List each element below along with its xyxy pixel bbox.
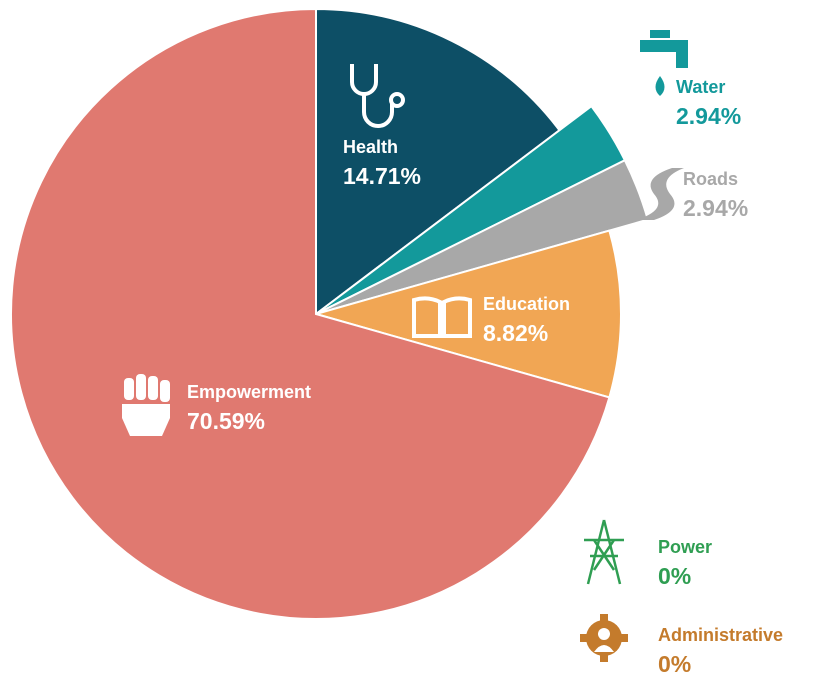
- slice-name: Roads: [683, 169, 738, 189]
- slice: [10, 7, 611, 620]
- slice-value: 70.59%: [187, 408, 265, 434]
- slice-name: Empowerment: [187, 382, 311, 402]
- slice-value: 2.94%: [676, 103, 741, 129]
- power-icon: [584, 519, 624, 585]
- slice-value: 8.82%: [483, 320, 548, 346]
- roads-icon: [636, 168, 684, 220]
- slice-name: Administrative: [658, 625, 783, 645]
- administrative-icon: [580, 614, 628, 662]
- education-icon: [412, 296, 472, 338]
- pie: [10, 7, 650, 620]
- slice-value: 2.94%: [683, 195, 748, 221]
- icons: [122, 30, 688, 662]
- health-icon: [350, 64, 405, 128]
- slice-name: Water: [676, 77, 725, 97]
- slice-name: Education: [483, 294, 570, 314]
- empowerment-icon: [122, 374, 170, 436]
- slice-value: 14.71%: [343, 163, 421, 189]
- slice-value: 0%: [658, 651, 691, 673]
- slice-value: 0%: [658, 563, 691, 589]
- slice-name: Health: [343, 137, 398, 157]
- slice-name: Power: [658, 537, 712, 557]
- water-icon: [640, 30, 688, 96]
